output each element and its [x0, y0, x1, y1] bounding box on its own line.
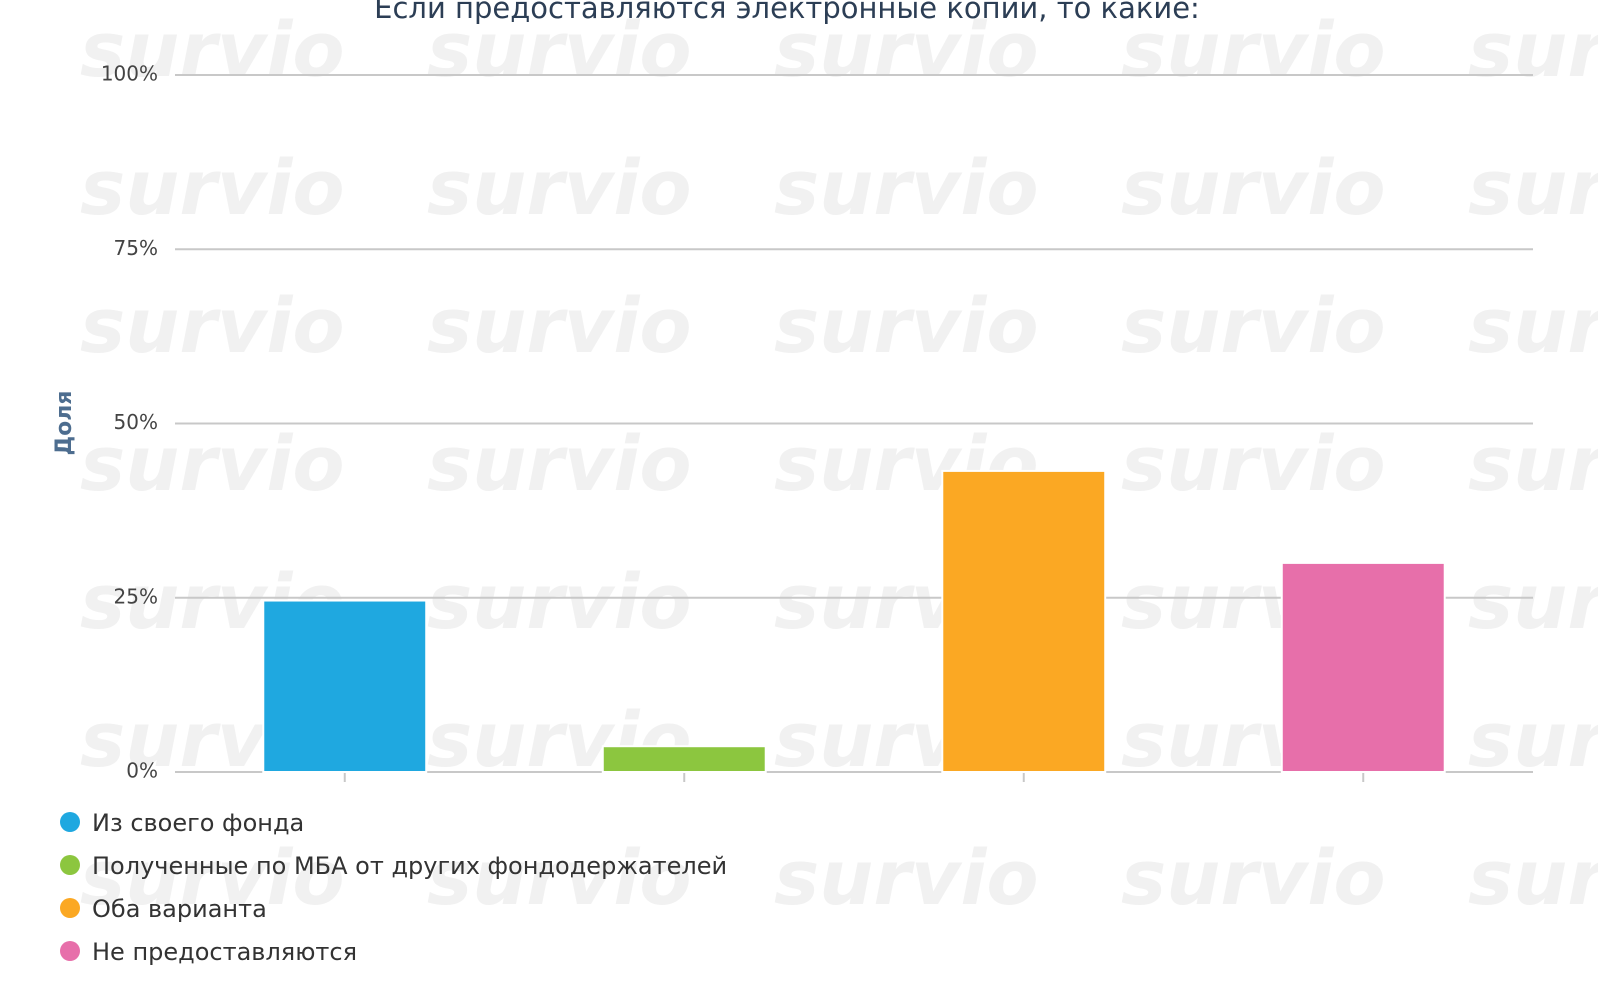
watermark: survio [1468, 557, 1598, 646]
bar [601, 745, 767, 773]
watermark: survio [1121, 143, 1386, 232]
legend-label: Не предоставляются [92, 938, 357, 966]
bar [1280, 561, 1446, 774]
y-tick-label: 0% [126, 759, 158, 783]
chart-title: Если предоставляются электронные копии, … [374, 0, 1200, 25]
watermark: survio [1468, 143, 1598, 232]
watermark: survio [1468, 833, 1598, 922]
watermark: survio [80, 281, 345, 370]
legend-marker [60, 898, 80, 918]
watermark: survio [427, 281, 692, 370]
legend-label: Оба варианта [92, 895, 267, 923]
bar [941, 469, 1107, 773]
watermarks: survio survio survio survio survio survio surv… [80, 5, 1598, 922]
watermark: survio [774, 281, 1039, 370]
watermark: survio [80, 419, 345, 508]
watermark: survio [80, 833, 345, 922]
watermark: survio [427, 143, 692, 232]
watermark: survio [427, 5, 692, 94]
y-tick-label: 50% [114, 410, 158, 434]
watermark: survio [1468, 281, 1598, 370]
watermark: survio [80, 143, 345, 232]
y-tick-label: 25% [114, 584, 158, 608]
watermark: survio [1468, 419, 1598, 508]
watermark: survio [1121, 833, 1386, 922]
watermark: survio [80, 5, 345, 94]
y-tick-label: 100% [101, 62, 158, 86]
watermark: survio [1468, 695, 1598, 784]
watermark: survio [427, 833, 692, 922]
watermark: survio [1121, 281, 1386, 370]
legend-label: Полученные по МБА от других фондодержате… [92, 852, 727, 880]
y-tick-label: 75% [114, 236, 158, 260]
watermark: survio [1468, 5, 1598, 94]
watermark: survio [427, 557, 692, 646]
watermark: survio [427, 419, 692, 508]
watermark: survio [774, 5, 1039, 94]
watermark: survio [774, 833, 1039, 922]
legend-marker [60, 855, 80, 875]
watermark: survio [774, 143, 1039, 232]
legend-label: Из своего фонда [92, 809, 304, 837]
watermark: survio [1121, 419, 1386, 508]
legend-marker [60, 941, 80, 961]
y-axis-label: Доля [52, 391, 77, 456]
bar [262, 599, 428, 774]
legend-marker [60, 812, 80, 832]
watermark: survio [1121, 5, 1386, 94]
